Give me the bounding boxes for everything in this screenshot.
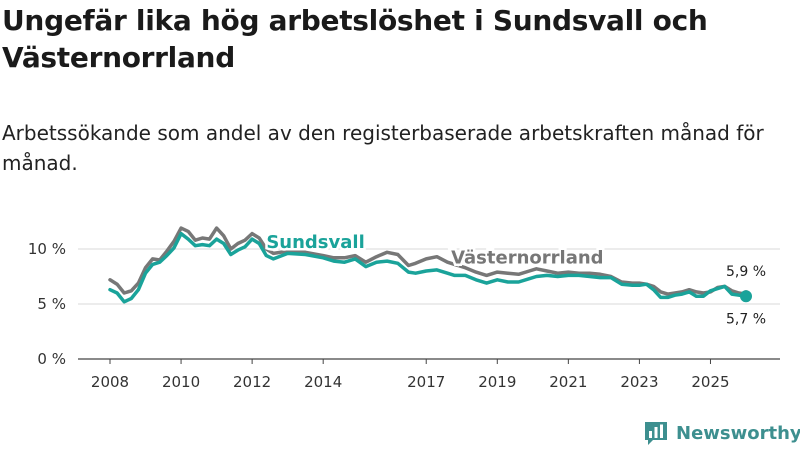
x-tick-label: 2021 xyxy=(549,373,587,391)
series-lines xyxy=(108,226,748,304)
gridlines xyxy=(78,248,780,360)
newsworthy-brand: Newsworthy xyxy=(643,420,800,446)
chart-subtitle: Arbetssökande som andel av den registerb… xyxy=(2,121,764,175)
brand-name: Newsworthy xyxy=(676,422,800,444)
series-label-västernorrland: Västernorrland xyxy=(451,247,603,268)
end-point-sundsvall xyxy=(740,290,752,303)
series-labels: Sundsvall Västernorrland 5,9 % 5,7 % xyxy=(264,229,766,327)
x-tick-label: 2019 xyxy=(478,373,516,391)
chart-title: Ungefär lika hög arbetslöshet i Sundsval… xyxy=(2,4,708,74)
line-chart: 0 %5 %10 % 2008 2010 2012 2014 2017 2019 2021 2… xyxy=(28,226,780,391)
end-value-label-västernorrland: 5,9 % xyxy=(726,264,766,280)
y-axis-tick-labels: 0 % 5 % 10 % xyxy=(28,240,66,368)
x-tick-label: 2025 xyxy=(691,373,729,391)
x-tick-label: 2012 xyxy=(233,373,271,391)
series-line-västernorrland xyxy=(108,226,748,296)
y-tick-label: 10 % xyxy=(28,240,66,258)
series-line-sundsvall xyxy=(108,231,748,304)
x-tick-label: 2014 xyxy=(304,373,342,391)
x-tick-label: 2010 xyxy=(162,373,200,391)
x-tick-label: 2017 xyxy=(407,373,445,391)
series-label-sundsvall: Sundsvall xyxy=(266,232,364,253)
x-tick-label: 2023 xyxy=(620,373,658,391)
x-axis: 2008 2010 2012 2014 2017 2019 2021 2023 2025 xyxy=(91,359,730,391)
newsworthy-bar-chart-logo-icon xyxy=(645,422,667,445)
end-value-label-sundsvall: 5,7 % xyxy=(726,311,766,327)
y-tick-label: 5 % xyxy=(37,295,66,313)
x-tick-label: 2008 xyxy=(91,373,129,391)
y-tick-label: 0 % xyxy=(37,350,66,368)
